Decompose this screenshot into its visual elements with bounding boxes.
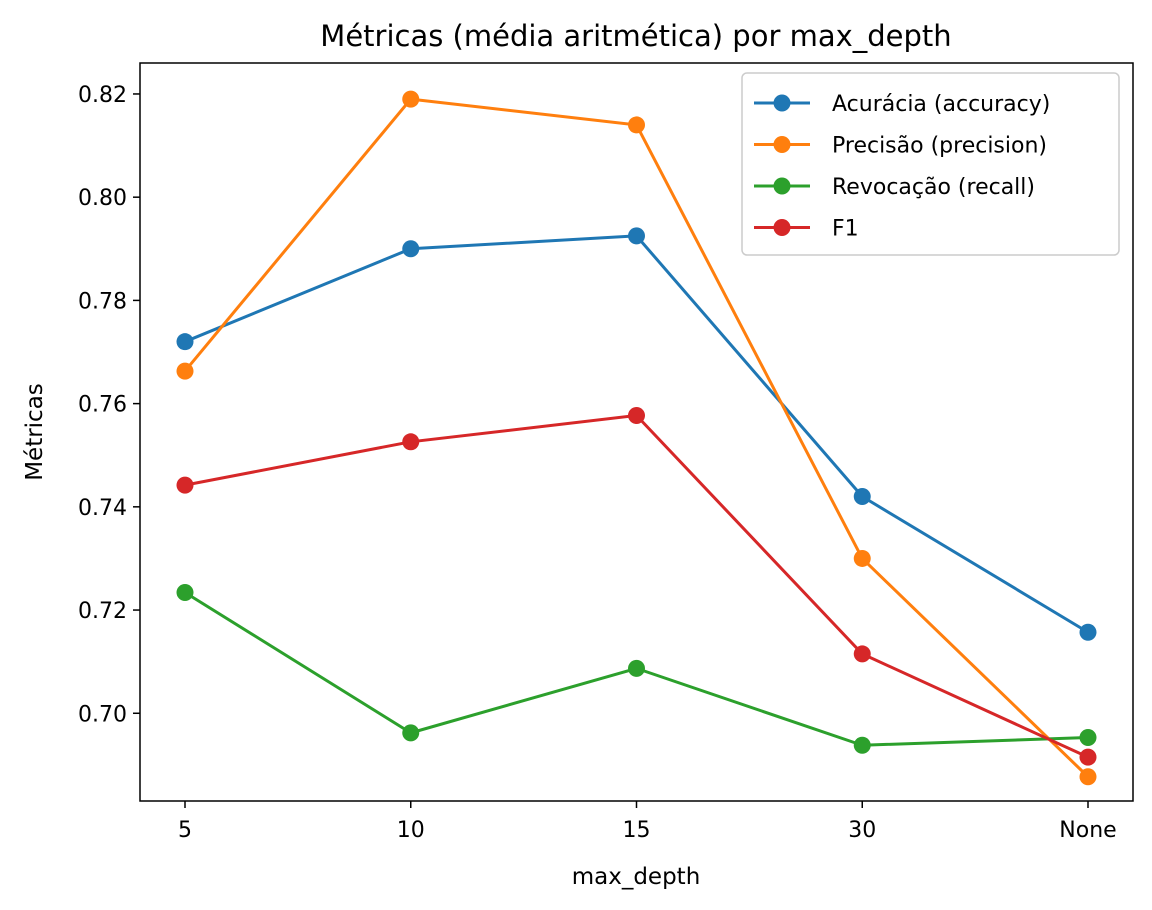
data-point <box>628 406 645 424</box>
data-point <box>1079 729 1097 747</box>
data-point <box>853 488 871 506</box>
legend-label: F1 <box>832 217 859 242</box>
data-point <box>628 116 645 134</box>
legend-marker <box>773 177 791 195</box>
legend-label: Revocação (recall) <box>832 175 1035 200</box>
data-point <box>402 90 420 108</box>
data-point <box>402 433 420 451</box>
x-tick-label: 15 <box>623 818 651 843</box>
data-point <box>176 362 194 380</box>
legend-marker <box>773 219 791 236</box>
data-point <box>176 333 194 351</box>
data-point <box>402 240 420 258</box>
chart-title: Métricas (média aritmética) por max_dept… <box>320 19 951 53</box>
x-tick-label: 10 <box>397 818 425 843</box>
data-point <box>853 549 871 567</box>
legend-item: Acurácia (accuracy) <box>754 92 1050 117</box>
y-tick-label: 0.82 <box>78 83 127 108</box>
x-axis-label: max_depth <box>572 864 701 890</box>
data-point <box>176 476 194 494</box>
legend-marker <box>773 94 791 112</box>
plot-area <box>176 90 1097 786</box>
y-tick-label: 0.72 <box>78 599 127 624</box>
legend-marker <box>773 136 791 153</box>
legend-box <box>741 72 1120 256</box>
x-axis: 5 10 15 30 None <box>178 801 1117 843</box>
x-tick-label: None <box>1059 818 1116 843</box>
y-axis: 0.70 0.72 0.74 0.76 0.78 0.80 0.82 <box>78 83 140 727</box>
legend-label: Acurácia (accuracy) <box>832 92 1050 117</box>
series-3 <box>176 406 1097 766</box>
data-point <box>1079 623 1097 641</box>
x-tick-label: 30 <box>848 818 876 843</box>
data-point <box>402 724 420 742</box>
series-0 <box>176 227 1097 641</box>
data-point <box>1079 748 1097 766</box>
data-point <box>628 659 645 677</box>
legend-item: Precisão (precision) <box>754 134 1047 159</box>
y-tick-label: 0.80 <box>78 186 127 211</box>
data-point <box>1079 768 1097 786</box>
legend-item: Revocação (recall) <box>754 175 1035 200</box>
y-tick-label: 0.70 <box>78 702 127 727</box>
data-point <box>628 227 645 245</box>
y-tick-label: 0.78 <box>78 289 127 314</box>
y-tick-label: 0.74 <box>78 496 127 521</box>
legend-label: Precisão (precision) <box>832 134 1047 159</box>
x-tick-label: 5 <box>178 818 192 843</box>
series-1 <box>176 90 1097 786</box>
y-axis-label: Métricas <box>22 383 48 481</box>
series-2 <box>176 584 1097 754</box>
data-point <box>176 584 194 602</box>
data-point <box>853 736 871 754</box>
y-tick-label: 0.76 <box>78 393 127 418</box>
legend-item: F1 <box>754 217 859 242</box>
data-point <box>853 645 871 663</box>
legend: Acurácia (accuracy) Precisão (precision) R… <box>741 72 1120 256</box>
